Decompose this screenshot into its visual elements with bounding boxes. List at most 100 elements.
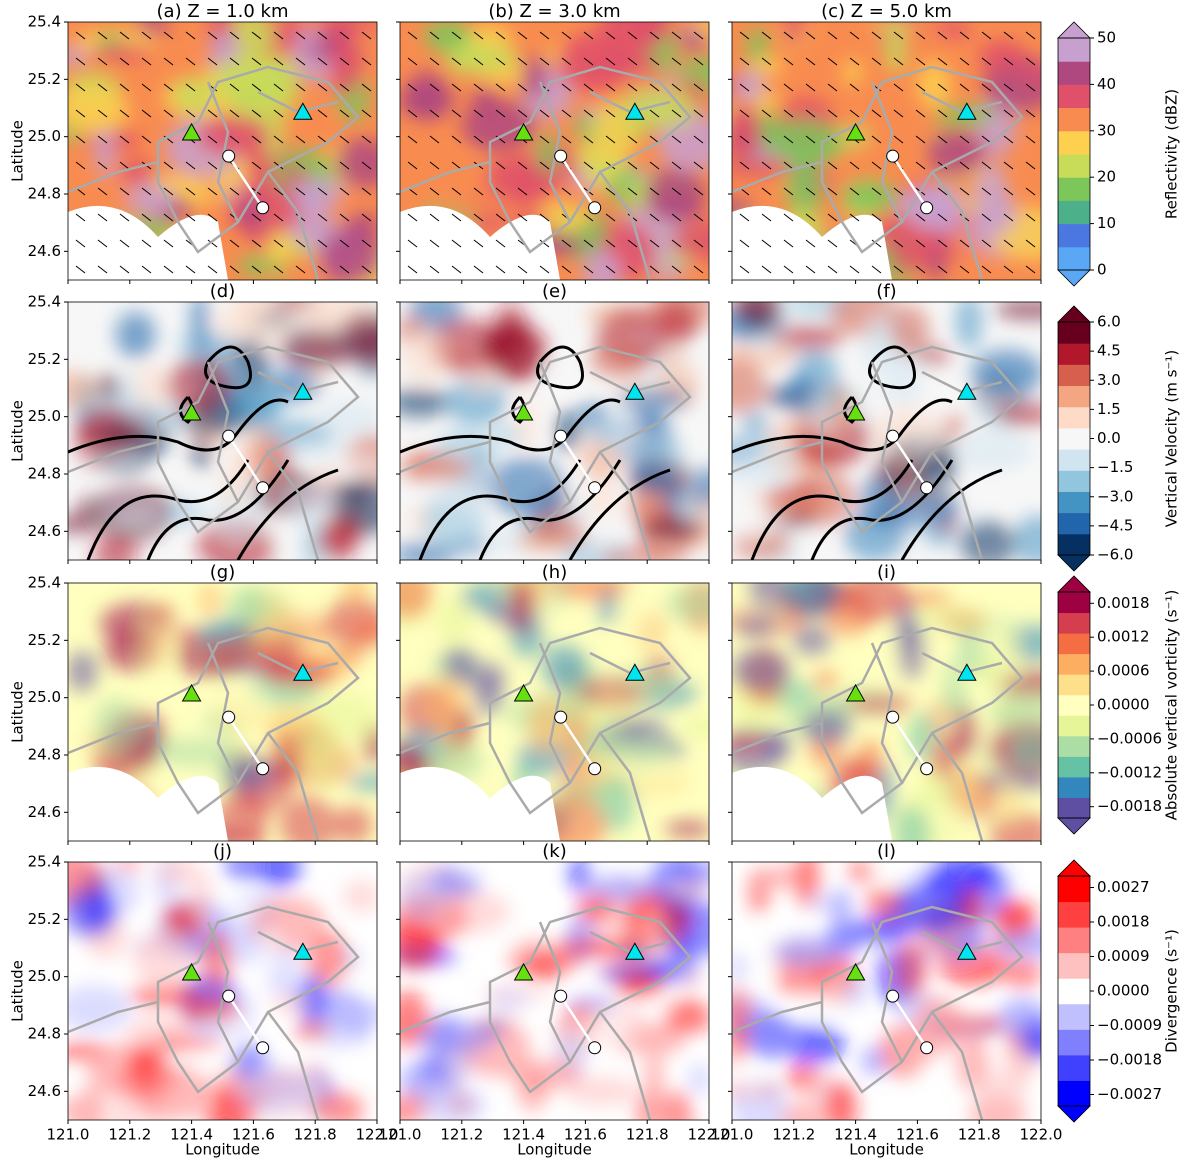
field-blob [582,249,621,280]
field-blob [197,115,270,157]
wind-arrow [473,109,484,118]
site-marker [181,962,202,981]
colorbar-tick-label: 0.0006 [1097,662,1150,680]
wind-arrow [539,31,550,40]
contour [204,345,252,390]
colorbar-tick-label: 30 [1097,121,1116,139]
field-blob [916,61,952,109]
wind-arrow [805,213,816,222]
wind-arrow [981,265,992,274]
x-tick-label: 121.6 [896,1126,939,1144]
wind-arrow [141,265,152,274]
wind-arrow [163,83,174,92]
field-blob [955,302,983,350]
site-marker [292,102,313,120]
colorbar-label: Divergence (s⁻¹) [1163,929,1181,1053]
colorbar-segment [1058,406,1090,429]
wind-arrow [827,213,838,222]
panel-frame [731,582,1042,842]
field-blob [732,1007,748,1065]
field-blob [68,985,132,1032]
colorbar-segment [1058,776,1090,798]
x-tick-label: 121.8 [958,1126,1001,1144]
field-blob [487,457,567,517]
field-blob [618,972,662,998]
wind-arrow [1003,31,1014,40]
field [732,22,1041,280]
panel: (f) [728,281,1042,564]
wind-arrow [273,83,284,92]
wind-arrow [937,57,948,66]
field-blob [825,1081,857,1120]
field-blob [996,399,1041,428]
wind-arrow [627,161,638,170]
panel-frame [67,21,378,281]
wind-arrow [251,213,262,222]
x-tick-label: 121.4 [502,1126,545,1144]
y-tick-label: 25.0 [28,688,61,706]
field-blob [471,87,499,113]
wind-arrow [893,135,904,144]
wind-arrow [671,57,682,66]
wind-arrow [739,239,750,248]
colorbar-label: Vertical Velocity (m s⁻¹) [1163,350,1181,527]
wind-arrow [761,31,772,40]
field-blob [925,256,948,279]
boundary [156,65,360,254]
wind-arrow [561,83,572,92]
point-marker [886,989,900,1003]
wind-arrow [407,213,418,222]
point-marker [222,989,236,1003]
field-blob [400,453,471,483]
colorbar-tick-label: 50 [1097,29,1116,47]
wind-arrow [251,135,262,144]
wind-arrow [339,31,350,40]
colorbar-extend [1057,305,1091,323]
wind-arrow [75,239,86,248]
cross-section [227,435,264,489]
colorbar-segment [1058,343,1090,365]
y-tick-label: 24.6 [28,803,61,821]
x-tick-label: 121.8 [626,1126,669,1144]
field-blob [288,177,343,209]
field-blob [672,219,709,261]
boundary [599,451,652,560]
field-blob [159,737,229,768]
field-blob [257,925,283,979]
field-blob [453,708,474,748]
wind-arrow [671,109,682,118]
field-blob [1012,513,1041,560]
colorbar-tick-label: 0.0000 [1097,982,1150,1000]
wind-arrow [761,57,772,66]
panel: (j) 24.6 24.8 25.0 25.2 25.4 121.0 121.2 121.4 12… [9,841,399,1159]
field-blob [419,1086,486,1120]
colorbar-segment [1058,130,1090,155]
wind-arrow [871,161,882,170]
field [400,22,709,280]
wind-arrow [805,83,816,92]
wind-arrow [1025,57,1036,66]
y-tick-label: 25.2 [28,70,61,88]
field-blob [329,37,362,96]
wind-arrow [671,187,682,196]
wind-arrow [361,109,372,118]
cross-section [891,995,928,1049]
colorbar-segment [1058,715,1090,737]
cross-section [227,155,264,209]
field-blob [976,189,1016,236]
wind-arrow [141,187,152,196]
wind-arrow [317,213,328,222]
colorbar-segment [1058,364,1090,387]
wind-arrow [805,265,816,274]
wind-arrow [915,109,926,118]
field-blob [732,1012,795,1049]
wind-arrow [849,109,860,118]
wind-arrow [605,83,616,92]
wind-arrow [739,161,750,170]
field-blob [756,918,781,979]
wind-arrow [429,213,440,222]
field-blob [1008,734,1041,769]
field [732,302,1041,560]
field-blob [807,384,836,437]
wind-arrow [451,31,462,40]
